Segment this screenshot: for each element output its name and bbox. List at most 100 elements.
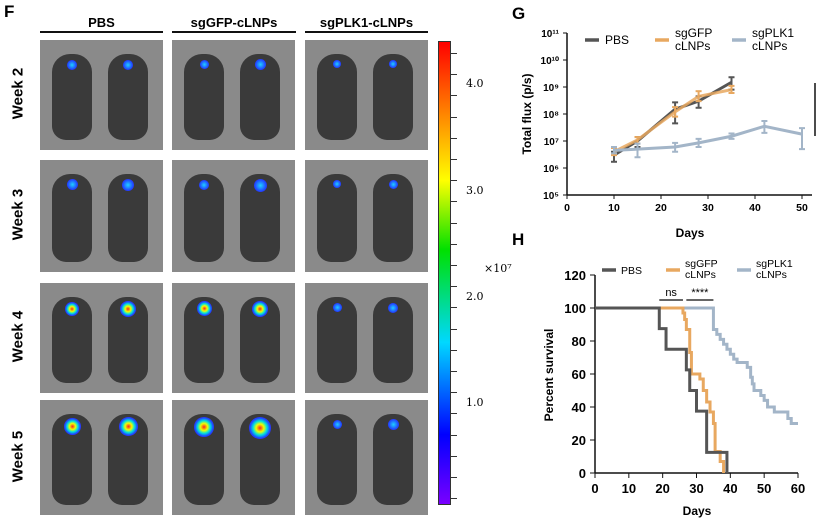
y-tick-label: 20: [572, 433, 586, 448]
colorbar-tick: 4.0: [466, 77, 484, 90]
colorbar-minor-tick: [451, 413, 457, 415]
legend-label: cLNPs: [675, 39, 710, 53]
x-tick-label: 40: [723, 481, 737, 496]
y-tick-label: 0: [579, 466, 586, 481]
colorbar-minor-tick: [451, 159, 457, 160]
bioluminescence-signal: [122, 179, 134, 191]
bioluminescence-signal: [63, 417, 81, 435]
legend-label: cLNPs: [756, 269, 787, 281]
y-axis-label: Percent survival: [542, 329, 556, 422]
colorbar-minor-tick: [451, 455, 457, 457]
colorbar-minor-tick: [451, 349, 457, 351]
y-tick-label: 10⁵: [543, 191, 559, 202]
bioluminescence-signal: [120, 301, 136, 317]
x-tick-label: 0: [591, 481, 598, 496]
x-tick-label: 40: [749, 202, 761, 214]
mouse-body: [317, 54, 357, 140]
panel-f-letter: F: [4, 2, 15, 21]
significance-label: ****: [691, 287, 709, 299]
mouse-image: [40, 283, 163, 393]
bioluminescence-signal: [249, 416, 271, 439]
y-tick-label: 120: [564, 268, 586, 283]
bioluminescence-signal: [254, 59, 266, 71]
legend-label: PBS: [621, 265, 642, 277]
mouse-image: [172, 283, 295, 393]
y-tick-label: 10⁶: [543, 164, 559, 175]
group-header-pbs: PBS: [40, 15, 163, 33]
group-header-sggfp: sgGFP-cLNPs: [172, 15, 296, 33]
colorbar-minor-tick: [451, 286, 457, 288]
mouse-image: [172, 400, 295, 515]
colorbar-minor-tick: [451, 307, 457, 309]
mouse-image: [172, 160, 295, 272]
x-tick-label: 0: [564, 202, 570, 214]
y-tick-label: 10⁹: [543, 83, 559, 94]
colorbar-minor-tick: [451, 265, 457, 266]
colorbar-minor-tick: [451, 116, 457, 118]
x-tick-label: 10: [608, 202, 620, 214]
colorbar-minor-tick: [451, 95, 457, 97]
y-tick-label: 100: [564, 301, 586, 316]
mouse-body: [317, 174, 357, 262]
y-tick-label: 10⁷: [544, 137, 559, 148]
mouse-image: [305, 400, 428, 515]
colorbar-minor-tick: [451, 243, 457, 245]
bioluminescence-signal: [65, 301, 79, 316]
bioluminescence-signal: [199, 179, 209, 190]
bioluminescence-signal: [388, 302, 398, 313]
group-header-sgplk1: sgPLK1-cLNPs: [305, 15, 428, 33]
bioluminescence-signal: [199, 59, 209, 69]
bioluminescence-signal: [194, 417, 214, 437]
bioluminescence-signal: [67, 59, 77, 70]
colorbar-minor-tick: [451, 392, 457, 394]
survival-curve-2: [595, 306, 798, 425]
colorbar-minor-tick: [451, 498, 457, 500]
survival-curve-1: [595, 306, 726, 473]
bioluminescence-signal: [387, 419, 399, 431]
mouse-image: [40, 40, 163, 150]
bioluminescence-signal: [123, 59, 133, 70]
x-tick-label: 60: [791, 481, 805, 496]
y-axis-label: Total flux (p/s): [520, 73, 534, 154]
panel-g-letter: G: [512, 4, 526, 23]
mouse-image: [305, 160, 428, 272]
legend-label: cLNPs: [685, 269, 716, 281]
significance-label: ns: [665, 287, 677, 299]
colorbar: [438, 41, 451, 505]
mouse-image: [172, 40, 295, 150]
bioluminescence-signal: [252, 301, 268, 317]
x-axis-label: Days: [683, 504, 712, 518]
y-tick-label: 60: [572, 367, 586, 382]
mouse-image: [305, 40, 428, 150]
colorbar-tick: 1.0: [466, 396, 484, 409]
bioluminescence-signal: [66, 179, 78, 191]
bioluminescence-signal: [196, 301, 212, 317]
bioluminescence-signal: [332, 302, 342, 312]
x-tick-label: 20: [655, 202, 667, 214]
x-tick-label: 50: [757, 481, 771, 496]
y-tick-label: 40: [572, 400, 586, 415]
bioluminescence-signal: [333, 60, 341, 68]
colorbar-minor-tick: [451, 328, 457, 330]
bioluminescence-signal: [389, 60, 397, 68]
y-tick-label: 10⁸: [543, 110, 559, 121]
bioluminescence-signal: [118, 417, 138, 437]
y-tick-label: 10¹¹: [541, 29, 559, 40]
colorbar-minor-tick: [451, 53, 457, 54]
legend-label: sgGFP: [685, 258, 718, 270]
mouse-image: [40, 400, 163, 515]
bioluminescence-signal: [388, 179, 398, 189]
colorbar-tick: 3.0: [466, 184, 484, 197]
colorbar-minor-tick: [451, 201, 457, 203]
bioluminescence-signal: [253, 178, 267, 192]
bioluminescence-signal: [332, 419, 342, 429]
mouse-body: [317, 414, 357, 505]
mouse-body: [373, 54, 413, 140]
x-tick-label: 30: [689, 481, 703, 496]
colorbar-minor-tick: [451, 371, 457, 372]
bioluminescence-signal: [333, 180, 341, 188]
colorbar-tick: 2.0: [466, 290, 484, 303]
legend-label: PBS: [605, 33, 629, 47]
colorbar-minor-tick: [451, 137, 457, 139]
